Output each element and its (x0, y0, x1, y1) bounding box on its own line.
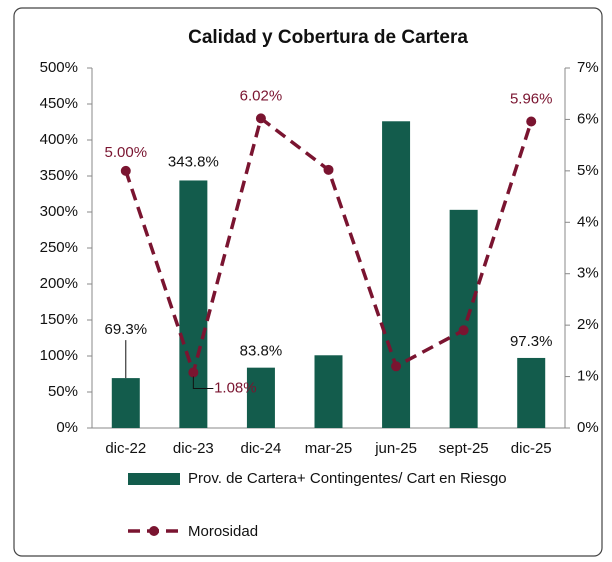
y-tick-label: 50% (48, 383, 78, 400)
line-value-label: 6.02% (240, 87, 283, 104)
line-marker (526, 116, 537, 127)
y-tick-label: 500% (40, 59, 78, 76)
y2-tick-label: 4% (577, 213, 599, 230)
y2-tick-label: 5% (577, 162, 599, 179)
line-value-label: 5.00% (105, 144, 148, 161)
bar-value-label: 97.3% (510, 333, 553, 350)
y2-tick-label: 6% (577, 110, 599, 127)
y-tick-label: 250% (40, 239, 78, 256)
legend-swatch (128, 473, 180, 485)
y-tick-label: 200% (40, 275, 78, 292)
x-tick-label: dic-23 (173, 440, 214, 457)
y-tick-label: 100% (40, 347, 78, 364)
line-marker (391, 361, 402, 372)
bar (111, 378, 140, 428)
line-marker (458, 325, 469, 336)
line-marker (120, 165, 131, 176)
x-tick-label: dic-25 (511, 440, 552, 457)
y-tick-label: 300% (40, 203, 78, 220)
bar (382, 121, 411, 428)
y-tick-label: 150% (40, 311, 78, 328)
line-marker (323, 164, 334, 175)
bar-value-label: 83.8% (240, 343, 283, 360)
bar-value-label: 69.3% (105, 321, 148, 338)
bar (179, 180, 208, 428)
y2-tick-label: 0% (577, 419, 599, 436)
bar (246, 367, 275, 428)
line-value-label: 1.08% (214, 379, 257, 396)
x-tick-label: sept-25 (439, 440, 489, 457)
x-tick-label: jun-25 (374, 440, 417, 457)
line-marker (255, 113, 266, 124)
y-tick-label: 0% (56, 419, 78, 436)
leader-line (192, 376, 214, 389)
y2-tick-label: 3% (577, 265, 599, 282)
bar-value-label: 343.8% (168, 153, 219, 170)
x-tick-label: mar-25 (305, 440, 353, 457)
legend-swatch (149, 526, 159, 536)
y2-tick-label: 2% (577, 316, 599, 333)
line-value-label: 5.96% (510, 90, 553, 107)
y2-tick-label: 7% (577, 59, 599, 76)
bar (449, 209, 478, 428)
x-tick-label: dic-22 (105, 440, 146, 457)
y-tick-label: 350% (40, 167, 78, 184)
y-tick-label: 400% (40, 131, 78, 148)
legend-label: Prov. de Cartera+ Contingentes/ Cart en … (188, 470, 507, 487)
y-tick-label: 450% (40, 95, 78, 112)
line-marker (188, 367, 199, 378)
bar (517, 357, 546, 428)
bar (314, 355, 343, 428)
y2-tick-label: 1% (577, 368, 599, 385)
x-tick-label: dic-24 (240, 440, 281, 457)
chart-title: Calidad y Cobertura de Cartera (188, 27, 468, 48)
legend-label: Morosidad (188, 523, 259, 540)
